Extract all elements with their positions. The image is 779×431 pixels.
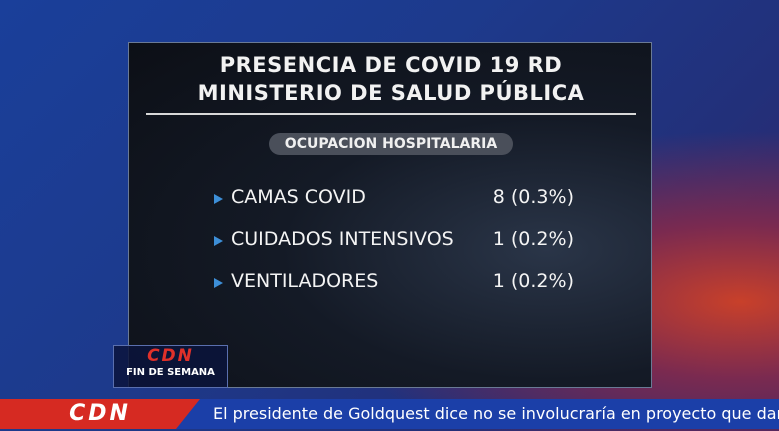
logo-brand: CDN: [147, 346, 194, 366]
stat-row: CAMAS COVID 8 (0.3%): [214, 186, 574, 212]
stat-label: CUIDADOS INTENSIVOS: [231, 228, 454, 250]
stat-label: CAMAS COVID: [231, 186, 366, 208]
logo-program: FIN DE SEMANA: [126, 367, 215, 378]
bullet: [214, 278, 223, 288]
stat-label: VENTILADORES: [231, 270, 379, 292]
stat-value: 1 (0.2%): [492, 270, 574, 292]
news-ticker: CDN El presidente de Goldquest dice no s…: [0, 399, 779, 429]
stat-value: 1 (0.2%): [492, 228, 574, 250]
info-panel: PRESENCIA DE COVID 19 RD MINISTERIO DE S…: [128, 42, 652, 388]
subtitle: OCUPACION HOSPITALARIA: [269, 133, 513, 155]
program-logo: CDN FIN DE SEMANA: [113, 345, 228, 388]
stat-row: VENTILADORES 1 (0.2%): [214, 270, 574, 296]
ticker-brand: CDN: [0, 399, 200, 429]
divider: [146, 113, 636, 115]
bullet: [214, 194, 223, 204]
title-line: MINISTERIO DE SALUD PÚBLICA: [197, 81, 585, 105]
stat-value: 8 (0.3%): [492, 186, 574, 208]
bullet: [214, 236, 223, 246]
title-line: PRESENCIA DE COVID 19 RD: [219, 53, 563, 77]
stat-row: CUIDADOS INTENSIVOS 1 (0.2%): [214, 228, 574, 254]
ticker-text: El presidente de Goldquest dice no se in…: [213, 404, 779, 423]
